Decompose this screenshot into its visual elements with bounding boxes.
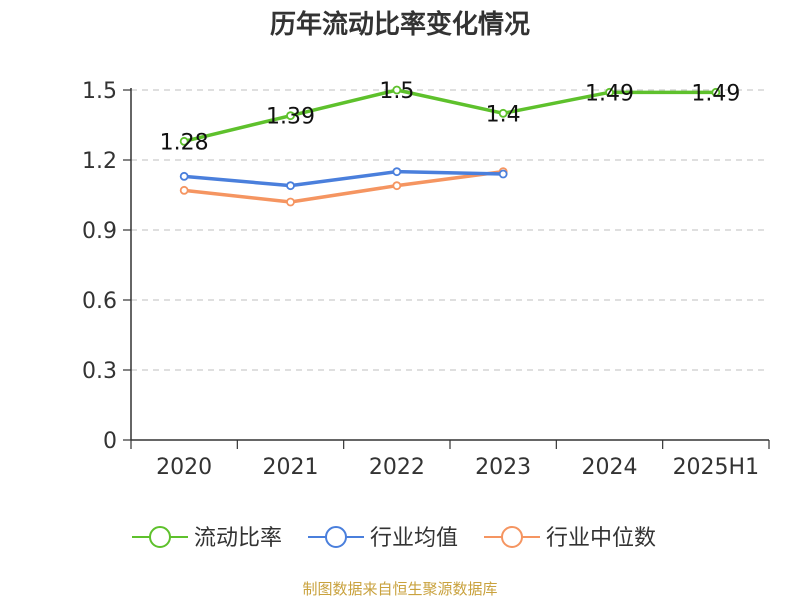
data-label: 1.39 <box>266 105 315 130</box>
data-point <box>179 136 189 146</box>
data-point <box>711 87 721 97</box>
data-point <box>179 185 189 195</box>
data-point <box>286 181 295 191</box>
data-point <box>498 108 508 118</box>
data-point <box>392 85 402 95</box>
data-point <box>286 197 295 207</box>
legend-marker-icon <box>149 526 171 548</box>
legend[interactable]: 流动比率 行业均值 行业中位数 <box>132 526 656 551</box>
legend-marker-icon <box>325 526 347 548</box>
legend-label: 行业中位数 <box>546 526 656 551</box>
data-point <box>286 111 295 121</box>
y-tick-label: 1.5 <box>82 79 117 104</box>
legend-label: 流动比率 <box>194 526 282 551</box>
legend-item[interactable]: 行业均值 <box>308 526 458 551</box>
data-point <box>179 171 189 181</box>
data-point <box>392 181 402 191</box>
y-tick-label: 0 <box>103 429 117 454</box>
data-label: 1.49 <box>691 81 740 106</box>
legend-item[interactable]: 流动比率 <box>132 526 282 551</box>
series-line <box>184 169 504 188</box>
y-tick-label: 1.2 <box>82 149 117 174</box>
series-group <box>179 85 721 207</box>
x-tick-label: 2023 <box>475 455 531 480</box>
source-note: 制图数据来自恒生聚源数据库 <box>302 580 498 598</box>
x-tick-label: 2022 <box>369 455 425 480</box>
legend-item[interactable]: 行业中位数 <box>484 526 656 551</box>
x-tick-label: 2021 <box>263 455 319 480</box>
x-tick-label: 2024 <box>582 455 638 480</box>
x-tick-label: 2025H1 <box>673 455 760 480</box>
x-tick-label: 2020 <box>156 455 212 480</box>
data-label: 1.5 <box>379 79 414 104</box>
legend-label: 行业均值 <box>370 526 458 551</box>
series-line <box>183 169 504 204</box>
y-tick-label: 0.3 <box>82 359 117 384</box>
data-label: 1.49 <box>585 81 634 106</box>
series-line <box>183 88 716 144</box>
data-label: 1.28 <box>160 130 209 155</box>
y-tick-label: 0.9 <box>82 219 117 244</box>
data-point <box>498 169 508 179</box>
y-tick-label: 0.6 <box>82 289 117 314</box>
gridlines <box>131 89 769 371</box>
x-axis-ticks: 2020 2021 2022 2023 2024 2025H1 <box>130 440 770 480</box>
data-labels: 1.28 1.39 1.5 1.4 1.49 1.49 <box>160 79 741 155</box>
data-point <box>605 87 614 97</box>
y-axis-ticks: 0 0.3 0.6 0.9 1.2 1.5 <box>82 79 131 454</box>
chart-title: 历年流动比率变化情况 <box>269 10 530 40</box>
data-label: 1.4 <box>486 102 521 127</box>
data-point <box>392 167 402 177</box>
axes <box>130 88 769 441</box>
legend-marker-icon <box>501 526 523 548</box>
